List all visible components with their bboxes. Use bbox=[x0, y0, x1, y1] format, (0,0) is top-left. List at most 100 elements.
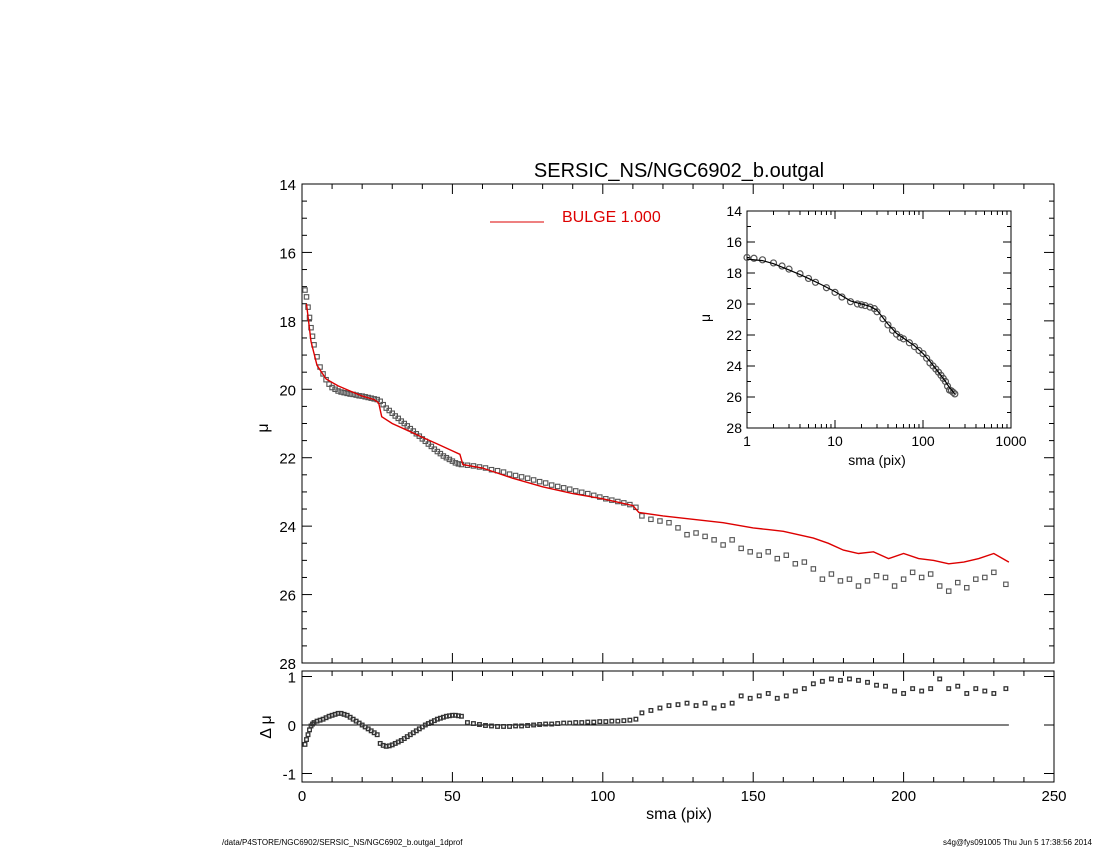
residual-data-point bbox=[495, 724, 500, 729]
residual-data-point bbox=[946, 686, 952, 692]
main-ytick-label: 24 bbox=[279, 519, 296, 536]
main-data-point bbox=[684, 531, 690, 538]
main-data-point bbox=[344, 390, 350, 397]
main-data-point bbox=[873, 573, 880, 579]
footer-path: /data/P4STORE/NGC6902/SERSIC_NS/NGC6902_… bbox=[222, 838, 463, 847]
main-data-point bbox=[302, 287, 308, 293]
residual-data-point bbox=[810, 681, 816, 687]
main-data-point bbox=[536, 478, 543, 485]
inset-data-point bbox=[811, 278, 820, 286]
main-data-point bbox=[846, 576, 853, 582]
inset-ytick-label: 26 bbox=[726, 389, 742, 405]
inset-data-point bbox=[831, 288, 839, 296]
residual-data-point bbox=[555, 721, 561, 726]
main-data-point bbox=[675, 525, 681, 531]
main-data-point bbox=[524, 475, 531, 481]
residual-data-point bbox=[865, 679, 870, 685]
inset-ytick-label: 18 bbox=[726, 265, 742, 281]
residual-data-point bbox=[519, 723, 525, 729]
main-data-point bbox=[756, 552, 762, 558]
residual-data-point bbox=[627, 717, 633, 723]
residual-xtick-label: 0 bbox=[298, 788, 306, 805]
main-data-point bbox=[738, 545, 744, 552]
main-data-point bbox=[320, 371, 326, 377]
main-data-point bbox=[837, 578, 844, 584]
main-data-point bbox=[512, 472, 519, 479]
main-data-point bbox=[855, 583, 862, 589]
residual-data-point bbox=[585, 719, 591, 725]
main-data-point bbox=[765, 549, 771, 555]
residual-data-point bbox=[573, 720, 579, 726]
residual-data-point bbox=[702, 700, 708, 706]
main-data-point bbox=[828, 571, 835, 577]
main-data-point bbox=[991, 569, 997, 576]
main-data-point bbox=[964, 584, 970, 591]
inset-model-line bbox=[746, 258, 956, 395]
residual-data-point bbox=[603, 719, 609, 725]
residual-data-point bbox=[847, 676, 852, 682]
main-model-line bbox=[305, 303, 1010, 565]
residual-data-point bbox=[471, 721, 476, 726]
main-data-point bbox=[918, 574, 925, 581]
residual-data-point bbox=[910, 686, 916, 692]
residual-xtick-label: 100 bbox=[590, 788, 615, 805]
inset-data-point bbox=[905, 339, 913, 347]
main-data-point bbox=[693, 530, 699, 536]
main-ytick-label: 20 bbox=[279, 382, 296, 399]
residual-data-point bbox=[458, 713, 464, 719]
residual-xtick-label: 150 bbox=[741, 788, 766, 805]
chart-title: SERSIC_NS/NGC6902_b.outgal bbox=[534, 160, 824, 182]
main-data-point bbox=[702, 533, 708, 540]
main-data-point bbox=[554, 483, 561, 490]
main-data-point bbox=[909, 569, 916, 576]
residual-ytick-label: -1 bbox=[283, 767, 296, 784]
main-data-point bbox=[982, 574, 988, 581]
inset-xtick-label: 1 bbox=[743, 433, 751, 449]
residual-xtick-label: 250 bbox=[1041, 788, 1066, 805]
residual-data-point bbox=[489, 723, 494, 729]
main-data-point bbox=[506, 471, 513, 477]
inset-xtick-label: 100 bbox=[911, 433, 935, 449]
main-data-point bbox=[585, 490, 591, 497]
main-data-point bbox=[783, 552, 790, 558]
residual-data-point bbox=[837, 677, 843, 683]
residual-data-point bbox=[302, 741, 308, 747]
inset-data-point bbox=[910, 343, 919, 351]
residual-data-point bbox=[483, 723, 488, 728]
main-data-point bbox=[900, 576, 907, 582]
residual-data-point bbox=[639, 710, 645, 716]
residual-data-point bbox=[1003, 686, 1009, 692]
main-ytick-label: 16 bbox=[279, 245, 296, 262]
main-data-point bbox=[810, 566, 817, 572]
inset-ytick-label: 16 bbox=[726, 234, 742, 250]
main-data-point bbox=[864, 578, 871, 584]
residual-data-point bbox=[774, 695, 780, 701]
main-data-point bbox=[566, 486, 573, 492]
residual-data-point bbox=[525, 723, 531, 728]
main-data-point bbox=[578, 489, 585, 496]
inset-ylabel: μ bbox=[697, 314, 713, 322]
main-data-point bbox=[639, 513, 645, 519]
main-data-point bbox=[729, 537, 735, 543]
inset-ytick-label: 28 bbox=[726, 420, 742, 436]
inset-data-point bbox=[884, 321, 892, 329]
main-data-point bbox=[666, 519, 672, 526]
inset-data-point bbox=[923, 354, 931, 362]
residual-data-point bbox=[720, 703, 726, 709]
inset-xtick-label: 1000 bbox=[995, 433, 1026, 449]
residual-data-point bbox=[856, 677, 861, 683]
residual-data-point bbox=[675, 702, 681, 708]
inset-ytick-label: 20 bbox=[726, 296, 742, 312]
residual-data-point bbox=[507, 724, 513, 729]
main-data-point bbox=[954, 579, 961, 586]
residual-data-point bbox=[973, 686, 979, 692]
residual-data-point bbox=[991, 691, 997, 696]
residual-data-point bbox=[579, 720, 585, 726]
main-data-point bbox=[927, 571, 934, 577]
inset-data-point bbox=[873, 308, 881, 316]
residual-data-point bbox=[684, 700, 690, 706]
residual-data-point bbox=[305, 732, 311, 738]
residual-data-point bbox=[792, 688, 798, 694]
main-data-point bbox=[891, 583, 898, 589]
